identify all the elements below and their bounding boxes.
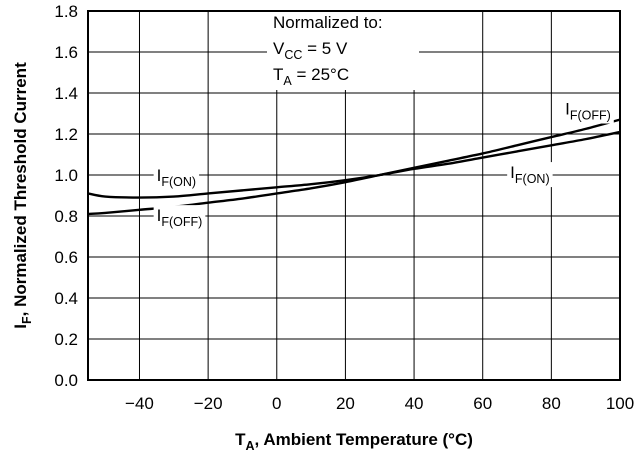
x-tick-label: 100: [606, 394, 634, 413]
series-label-main: I: [510, 163, 515, 182]
note-line-2-main: V: [273, 39, 285, 58]
y-tick-label: 0.2: [54, 330, 78, 349]
series-line-if-on: [87, 130, 621, 199]
y-tick-label: 0.0: [54, 371, 78, 390]
x-axis-title: TA, Ambient Temperature (°C): [235, 430, 473, 453]
note-line-3-rest: = 25°C: [292, 65, 349, 84]
series-label-main: I: [157, 206, 162, 225]
series-label: IF(OFF): [153, 205, 206, 231]
x-tick-label: 0: [272, 394, 281, 413]
note-line-3-sub: A: [283, 74, 292, 88]
x-tick-label: 20: [336, 394, 355, 413]
y-tick-label: 0.8: [54, 207, 78, 226]
series-label-sub: F(ON): [515, 172, 550, 186]
plot-frame: [87, 10, 621, 381]
note-line-1: Normalized to:: [273, 13, 383, 32]
note-background: [267, 12, 419, 90]
series-label-main: I: [565, 100, 570, 119]
series-label-background: [507, 162, 553, 188]
note-line-2-sub: CC: [284, 48, 302, 62]
series-label-sub: F(OFF): [161, 215, 202, 229]
y-tick-label: 1.0: [54, 166, 78, 185]
y-tick-label: 0.4: [54, 289, 78, 308]
y-axis-title: IF, Normalized Threshold Current: [11, 62, 34, 329]
series-label-main: I: [157, 166, 162, 185]
x-axis-title-rest: , Ambient Temperature (°C): [255, 430, 473, 449]
note-line-3-main: T: [273, 65, 283, 84]
x-tick-label: 40: [405, 394, 424, 413]
series-label-text: IF(ON): [510, 163, 549, 186]
x-axis-title-sub: A: [245, 439, 254, 453]
note-line-2: VCC = 5 V: [273, 39, 348, 62]
series-label: IF(OFF): [562, 98, 614, 124]
y-tick-label: 1.4: [54, 84, 78, 103]
x-tick-label: 60: [473, 394, 492, 413]
series-label-background: [153, 165, 200, 191]
note-line-2-rest: = 5 V: [302, 39, 348, 58]
x-tick-label: −40: [125, 394, 154, 413]
y-tick-label: 1.2: [54, 125, 78, 144]
series-label: IF(ON): [507, 162, 553, 188]
series-label: IF(ON): [153, 165, 200, 191]
normalization-note: Normalized to: VCC = 5 V TA = 25°C: [267, 12, 419, 90]
y-tick-label: 1.8: [54, 2, 78, 21]
tick-labels: −40 −20 0 20 40 60 80 100 0.0 0.2 0.4 0.6 0.8 1.0 1.2 1…: [54, 2, 634, 413]
series-label-sub: F(OFF): [570, 109, 611, 123]
y-axis-title-sub: F: [20, 316, 34, 324]
note-line-3: TA = 25°C: [273, 65, 349, 88]
y-tick-label: 0.6: [54, 248, 78, 267]
series-label-background: [153, 205, 206, 231]
series-label-background: [562, 98, 614, 124]
series-label-text: IF(OFF): [565, 100, 611, 123]
y-axis-title-rest: , Normalized Threshold Current: [11, 62, 30, 316]
series-label-text: IF(OFF): [157, 206, 203, 229]
x-axis-title-main: T: [235, 430, 246, 449]
series-labels: IF(ON)IF(OFF)IF(OFF)IF(ON): [153, 98, 614, 231]
x-tick-label: −20: [194, 394, 223, 413]
series-label-sub: F(ON): [161, 175, 196, 189]
series-label-text: IF(ON): [157, 166, 196, 189]
y-tick-label: 1.6: [54, 43, 78, 62]
x-tick-label: 80: [542, 394, 561, 413]
y-axis-title-main: I: [11, 324, 30, 329]
